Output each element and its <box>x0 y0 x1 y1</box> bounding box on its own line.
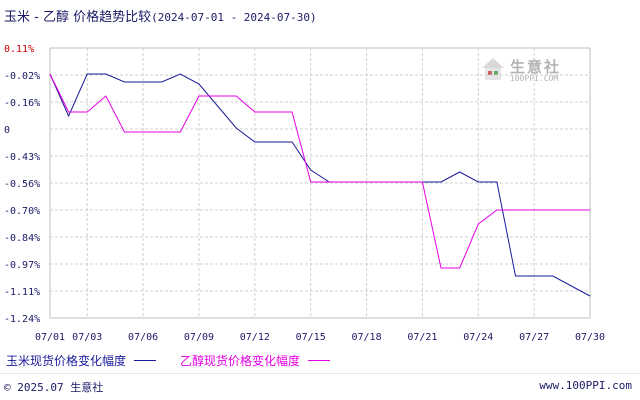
y-tick-label: -0.56% <box>4 179 40 190</box>
x-tick-label: 07/03 <box>72 332 102 343</box>
x-tick-label: 07/27 <box>519 332 549 343</box>
y-tick-label: 0 <box>4 125 10 136</box>
legend-label: 乙醇现货价格变化幅度 <box>180 354 301 368</box>
y-tick-label: -0.70% <box>4 206 40 217</box>
x-tick-label: 07/30 <box>575 332 605 343</box>
y-tick-label: -0.43% <box>4 152 40 163</box>
y-tick-label: -0.97% <box>4 260 40 271</box>
house-logo-icon <box>482 58 504 80</box>
x-tick-label: 07/15 <box>296 332 326 343</box>
watermark-text: 生意社 <box>510 58 562 76</box>
x-tick-label: 07/06 <box>128 332 158 343</box>
chart-title-range: (2024-07-01 - 2024-07-30) <box>151 11 317 24</box>
footer-copyright: © 2025.07 生意社 <box>4 381 104 394</box>
chart-title: 玉米 - 乙醇 价格趋势比较(2024-07-01 - 2024-07-30) <box>4 6 317 25</box>
legend: 玉米现货价格变化幅度 乙醇现货价格变化幅度 <box>6 352 354 369</box>
y-tick-label: -0.02% <box>4 71 40 82</box>
series-line-1 <box>49 73 591 297</box>
series-line-2 <box>49 73 590 269</box>
y-tick-label: -0.84% <box>4 233 40 244</box>
legend-swatch <box>308 360 331 361</box>
footer-divider <box>0 373 640 374</box>
legend-item: 乙醇现货价格变化幅度 <box>180 352 331 369</box>
footer-website[interactable]: www.100PPI.com <box>539 379 632 392</box>
x-tick-label: 07/09 <box>184 332 214 343</box>
chart-title-main: 玉米 - 乙醇 价格趋势比较 <box>4 10 152 25</box>
y-tick-label: -1.11% <box>4 287 40 298</box>
line-chart: 0.11% -0.02% -0.16% 0 -0.43% -0.56% -0.70% -0.8… <box>4 44 605 343</box>
x-tick-label: 07/18 <box>351 332 381 343</box>
legend-swatch <box>134 360 157 361</box>
x-tick-label: 07/21 <box>407 332 437 343</box>
x-tick-label: 07/01 <box>35 332 65 343</box>
y-tick-label: 0.11% <box>4 44 34 55</box>
legend-label: 玉米现货价格变化幅度 <box>6 354 127 368</box>
y-tick-label: -0.16% <box>4 98 40 109</box>
y-tick-label: -1.24% <box>4 314 40 325</box>
x-tick-label: 07/24 <box>463 332 493 343</box>
x-tick-label: 07/12 <box>240 332 270 343</box>
legend-item: 玉米现货价格变化幅度 <box>6 352 157 369</box>
